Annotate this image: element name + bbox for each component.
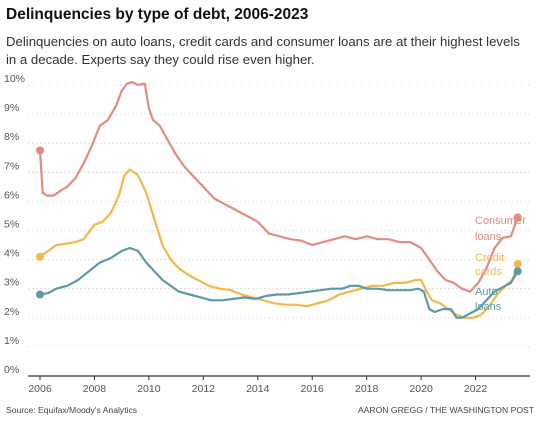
series-start-dot xyxy=(36,146,44,155)
y-tick-label: 5% xyxy=(4,219,19,231)
chart-title: Delinquencies by type of debt, 2006-2023 xyxy=(6,6,309,23)
series-start-dot xyxy=(36,252,44,261)
y-tick-label: 2% xyxy=(4,306,19,318)
x-tick-label: 2014 xyxy=(246,383,270,395)
x-tick-label: 2018 xyxy=(355,383,379,395)
y-tick-label: 6% xyxy=(4,189,19,201)
x-tick-label: 2010 xyxy=(137,383,161,395)
y-tick-label: 3% xyxy=(4,277,19,289)
x-tick-label: 2020 xyxy=(409,383,433,395)
series-label: Consumer xyxy=(475,215,526,227)
y-tick-label: 4% xyxy=(4,248,19,260)
series-label: loans xyxy=(475,301,502,313)
series-label: loans xyxy=(475,231,502,243)
credit-line: AARON GREGG / THE WASHINGTON POST xyxy=(357,405,534,415)
series-line-consumer-loans xyxy=(38,81,519,293)
series-label: Credit xyxy=(475,252,504,264)
y-tick-label: 0% xyxy=(4,364,19,376)
series-line-auto-loans xyxy=(39,246,519,319)
x-tick-label: 2006 xyxy=(28,383,52,395)
series-end-dot xyxy=(513,267,522,276)
series-end-dot xyxy=(513,213,522,222)
x-tick-label: 2008 xyxy=(83,383,107,395)
series-end-dot xyxy=(513,259,522,268)
y-tick-label: 9% xyxy=(4,102,19,114)
y-tick-label: 10% xyxy=(4,73,25,85)
chart-subtitle: Delinquencies on auto loans, credit card… xyxy=(6,34,520,67)
y-tick-label: 8% xyxy=(4,131,19,143)
series-label: cards xyxy=(475,266,502,278)
x-tick-label: 2012 xyxy=(192,383,216,395)
x-tick-label: 2016 xyxy=(301,383,325,395)
x-tick-label: 2022 xyxy=(464,383,488,395)
series-start-dot xyxy=(36,290,44,299)
series-label: Auto xyxy=(475,286,498,298)
source-note: Source: Equifax/Moody's Analytics xyxy=(6,405,138,415)
y-tick-label: 1% xyxy=(4,335,19,347)
y-tick-label: 7% xyxy=(4,160,19,172)
